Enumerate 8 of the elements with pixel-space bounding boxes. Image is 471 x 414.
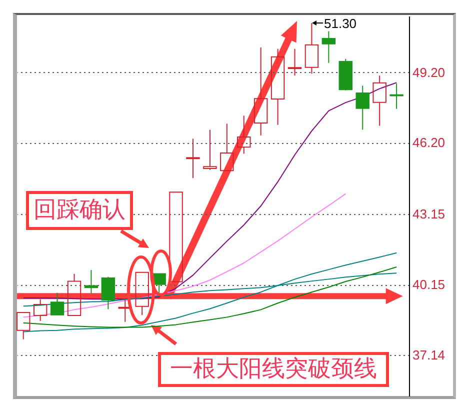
- y-tick-label: 37.14: [412, 348, 446, 363]
- y-tick-label: 46.20: [412, 135, 446, 150]
- y-tick-label: 43.15: [412, 206, 446, 222]
- y-tick-label: 49.20: [412, 64, 446, 80]
- annotation: 一根大阳线突破颈线: [170, 356, 377, 382]
- annotation: 51.30: [324, 16, 357, 30]
- y-tick-label: 40.15: [412, 277, 446, 292]
- annotation: 回踩确认: [34, 197, 126, 223]
